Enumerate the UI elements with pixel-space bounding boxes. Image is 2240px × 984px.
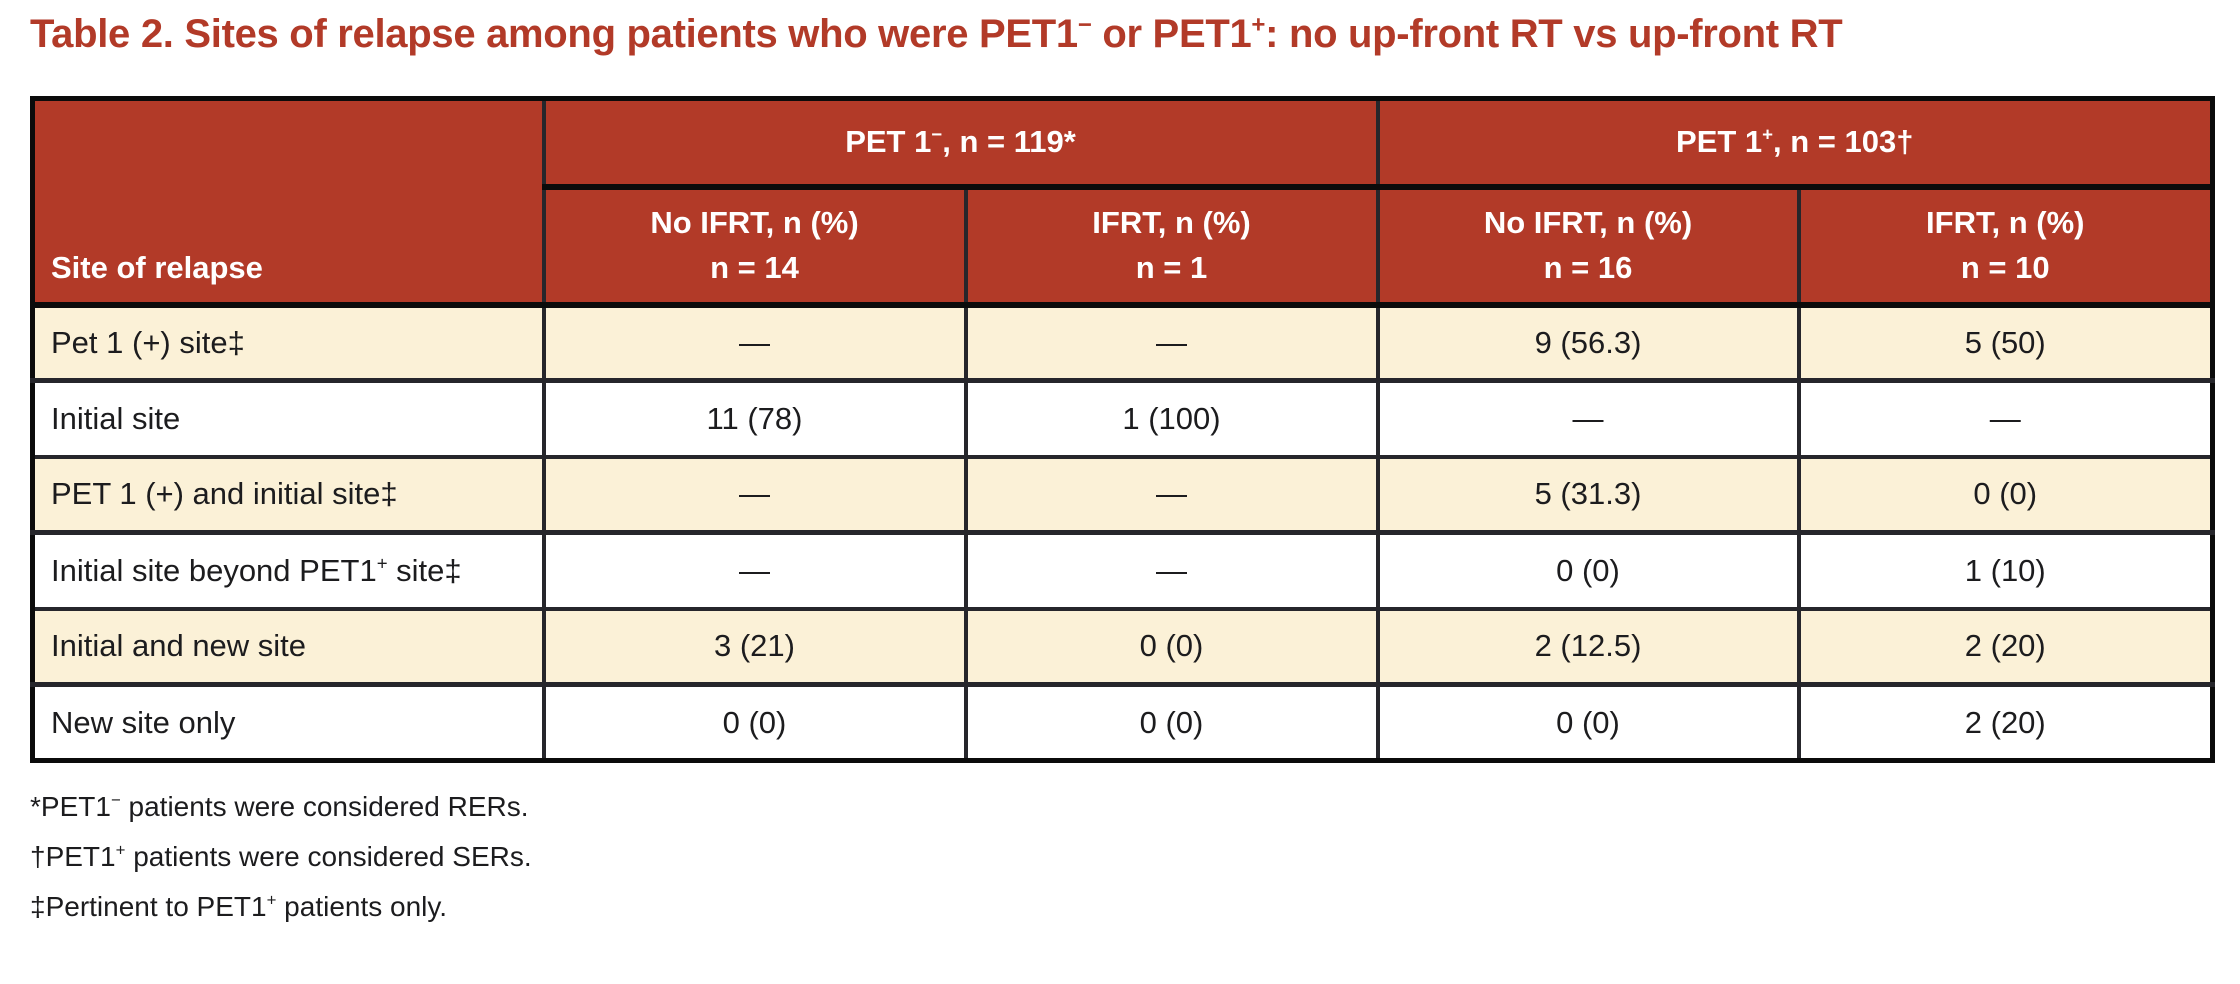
footnote-text-rest: patients only. [276, 891, 448, 922]
group1-minus-superscript: − [931, 123, 943, 145]
footnote-minus-superscript: − [110, 790, 121, 810]
footnote-pertinent: ‡Pertinent to PET1+ patients only. [30, 891, 2240, 923]
footnote-text: ‡Pertinent to PET1 [30, 891, 267, 922]
cell-value: 1 (100) [963, 378, 1380, 459]
cell-value: 9 (56.3) [1375, 302, 1801, 383]
cell-value: 5 (50) [1796, 302, 2215, 383]
cell-value: — [963, 530, 1380, 611]
subheader-line1: IFRT, n (%) [1092, 205, 1251, 241]
site-of-relapse-label: Site of relapse [51, 249, 263, 285]
footnote-text: †PET1 [30, 841, 116, 872]
cell-value: 2 (20) [1796, 606, 2215, 687]
cell-value: 0 (0) [963, 682, 1380, 763]
row-label: Initial and new site [30, 606, 546, 687]
title-pet1-minus-superscript: − [1077, 11, 1092, 39]
row-label-text: Initial site beyond PET1 [51, 552, 377, 588]
group1-label-rest: , n = 119* [942, 124, 1076, 160]
footnote-text-rest: patients were considered SERs. [125, 841, 532, 872]
cell-value: 0 (0) [1375, 682, 1801, 763]
table-row: Initial site 11 (78) 1 (100) — — [30, 378, 2215, 459]
footnote-plus-superscript: + [266, 890, 277, 910]
pet1-negative-group-header: PET 1−, n = 119* [541, 96, 1380, 190]
subheader-row: No IFRT, n (%) n = 14 IFRT, n (%) n = 1 No… [33, 184, 2215, 308]
row-label: Pet 1 (+) site‡ [30, 302, 546, 383]
footnote-text-rest: patients were considered RERs. [120, 791, 529, 822]
row-label-text: Initial and new site [51, 628, 307, 664]
cell-value: 0 (0) [963, 606, 1380, 687]
title-text-pre: Table 2. Sites of relapse among patients… [30, 12, 1078, 56]
cell-value: 3 (21) [541, 606, 968, 687]
footnote-plus-superscript: + [115, 840, 126, 860]
row-label-rest: site‡ [387, 552, 462, 588]
row-label: Initial site [30, 378, 546, 459]
table-row: Initial site beyond PET1+ site‡ — — 0 (0… [30, 530, 2215, 611]
subheader-line2: n = 1 [1135, 249, 1208, 285]
cell-value: — [1796, 378, 2215, 459]
title-text-post: : no up-front RT vs up-front RT [1265, 12, 1843, 56]
cell-value: 0 (0) [1375, 530, 1801, 611]
row-label: PET 1 (+) and initial site‡ [30, 454, 546, 535]
subheader-line1: No IFRT, n (%) [650, 205, 859, 241]
subheader-ifrt-pos: IFRT, n (%) n = 10 [1796, 184, 2215, 308]
row-label-text: New site only [51, 704, 236, 740]
group2-plus-superscript: + [1762, 123, 1774, 145]
cell-value: 0 (0) [541, 682, 968, 763]
footnotes: *PET1− patients were considered RERs. †P… [30, 791, 2240, 923]
title-text-mid: or PET1 [1091, 12, 1252, 56]
subheader-ifrt-neg: IFRT, n (%) n = 1 [963, 184, 1380, 308]
row-label: New site only [30, 682, 546, 763]
row-label-text: PET 1 (+) and initial site‡ [51, 476, 398, 512]
site-of-relapse-header: Site of relapse [30, 96, 546, 308]
subheader-line1: No IFRT, n (%) [1483, 205, 1693, 241]
footnote-rers: *PET1− patients were considered RERs. [30, 791, 2240, 823]
cell-value: 2 (20) [1796, 682, 2215, 763]
relapse-table: Site of relapse PET 1−, n = 119* PET 1+,… [30, 96, 2216, 763]
table-row: PET 1 (+) and initial site‡ — — 5 (31.3)… [30, 454, 2215, 535]
row-label-text: Pet 1 (+) site‡ [51, 324, 245, 360]
subheader-no-ifrt-neg: No IFRT, n (%) n = 14 [541, 184, 968, 308]
table-body: Pet 1 (+) site‡ — — 9 (56.3) 5 (50) Init… [30, 302, 2215, 763]
subheader-line2: n = 10 [1960, 249, 2050, 285]
footnote-sers: †PET1+ patients were considered SERs. [30, 841, 2240, 873]
table-title: Table 2. Sites of relapse among patients… [30, 10, 2240, 58]
cell-value: — [963, 302, 1380, 383]
pet1-positive-group-header: PET 1+, n = 103† [1375, 96, 2215, 190]
subheader-no-ifrt-pos: No IFRT, n (%) n = 16 [1375, 184, 1801, 308]
cell-value: — [541, 302, 968, 383]
table-row: Initial and new site 3 (21) 0 (0) 2 (12.… [30, 606, 2215, 687]
title-pet1-plus-superscript: + [1251, 11, 1266, 39]
group-header-row: Site of relapse PET 1−, n = 119* PET 1+,… [30, 96, 2215, 308]
table-header: Site of relapse PET 1−, n = 119* PET 1+,… [30, 96, 2215, 308]
table-row: New site only 0 (0) 0 (0) 0 (0) 2 (20) [30, 682, 2215, 763]
subheader-line2: n = 14 [710, 249, 799, 285]
cell-value: — [963, 454, 1380, 535]
subheader-line1: IFRT, n (%) [1926, 205, 2085, 241]
cell-value: — [541, 454, 968, 535]
cell-value: 11 (78) [541, 378, 968, 459]
subheader-line2: n = 16 [1543, 249, 1633, 285]
cell-value: 2 (12.5) [1375, 606, 1801, 687]
footnote-text: *PET1 [30, 791, 111, 822]
table-row: Pet 1 (+) site‡ — — 9 (56.3) 5 (50) [30, 302, 2215, 383]
row-label-text: Initial site [51, 400, 181, 436]
cell-value: — [541, 530, 968, 611]
cell-value: — [1375, 378, 1801, 459]
cell-value: 0 (0) [1796, 454, 2215, 535]
row-label: Initial site beyond PET1+ site‡ [30, 530, 546, 611]
row-label-pet1-plus-superscript: + [376, 552, 388, 574]
group2-label-rest: , n = 103† [1773, 124, 1914, 160]
group1-label: PET 1 [845, 124, 932, 160]
cell-value: 1 (10) [1796, 530, 2215, 611]
group2-label: PET 1 [1676, 124, 1763, 160]
cell-value: 5 (31.3) [1375, 454, 1801, 535]
